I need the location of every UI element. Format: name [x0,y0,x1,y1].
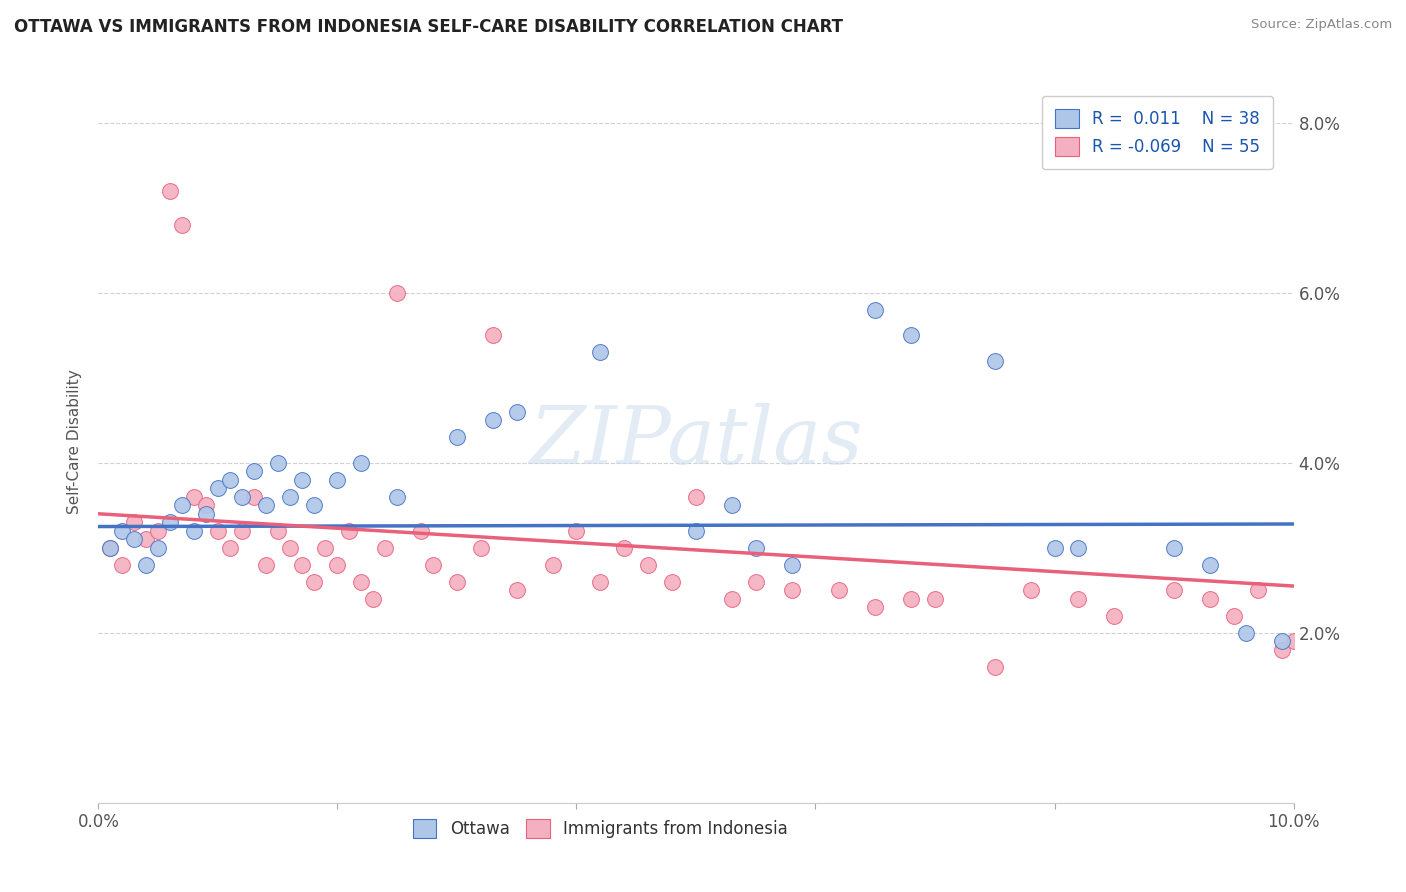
Point [183,490,205,504]
Point [326,558,349,572]
Point [446,430,468,444]
Point [1019,583,1042,598]
Point [207,524,229,538]
Point [924,591,946,606]
Point [745,541,768,555]
Point [231,490,253,504]
Point [159,516,181,530]
Point [135,558,157,572]
Point [350,574,373,589]
Point [124,516,146,530]
Point [1163,583,1185,598]
Point [302,574,325,589]
Point [254,558,277,572]
Point [159,184,181,198]
Point [1247,583,1270,598]
Point [721,498,744,512]
Point [111,524,134,538]
Point [291,473,314,487]
Point [1199,591,1222,606]
Point [195,507,218,521]
Point [1271,642,1294,657]
Point [385,490,409,504]
Point [278,490,301,504]
Point [1067,591,1090,606]
Point [98,541,122,555]
Point [98,541,122,555]
Point [900,328,922,343]
Point [243,464,266,478]
Point [721,591,744,606]
Point [124,533,146,547]
Point [1223,608,1246,623]
Point [183,524,205,538]
Point [506,405,529,419]
Point [267,456,290,470]
Point [865,600,887,615]
Point [254,498,277,512]
Point [1043,541,1066,555]
Point [385,285,409,300]
Point [374,541,396,555]
Point [219,541,242,555]
Point [135,533,157,547]
Point [865,302,887,317]
Y-axis label: Self-Care Disability: Self-Care Disability [67,369,83,514]
Point [1282,634,1305,648]
Point [243,490,266,504]
Point [219,473,242,487]
Point [900,591,922,606]
Point [1271,634,1294,648]
Point [148,524,170,538]
Point [1067,541,1090,555]
Point [111,558,134,572]
Point [541,558,564,572]
Point [302,498,325,512]
Point [1104,608,1126,623]
Point [231,524,253,538]
Point [470,541,492,555]
Point [637,558,659,572]
Point [613,541,636,555]
Point [267,524,290,538]
Point [745,574,768,589]
Point [780,583,803,598]
Legend: Ottawa, Immigrants from Indonesia: Ottawa, Immigrants from Indonesia [406,813,794,845]
Point [589,345,612,359]
Text: Source: ZipAtlas.com: Source: ZipAtlas.com [1251,18,1392,31]
Point [984,660,1007,674]
Point [326,473,349,487]
Point [506,583,529,598]
Point [984,353,1007,368]
Text: OTTAWA VS IMMIGRANTS FROM INDONESIA SELF-CARE DISABILITY CORRELATION CHART: OTTAWA VS IMMIGRANTS FROM INDONESIA SELF… [14,18,844,36]
Point [148,541,170,555]
Point [172,498,194,512]
Point [482,328,505,343]
Point [363,591,385,606]
Point [350,456,373,470]
Point [291,558,314,572]
Point [411,524,433,538]
Point [685,524,707,538]
Point [780,558,803,572]
Point [828,583,851,598]
Point [315,541,337,555]
Point [589,574,612,589]
Point [565,524,588,538]
Point [1163,541,1185,555]
Point [207,481,229,495]
Point [661,574,683,589]
Point [195,498,218,512]
Point [1234,625,1257,640]
Point [278,541,301,555]
Point [446,574,468,589]
Point [172,218,194,232]
Point [422,558,444,572]
Text: ZIPatlas: ZIPatlas [529,403,863,480]
Point [482,413,505,427]
Point [1199,558,1222,572]
Point [339,524,361,538]
Point [685,490,707,504]
